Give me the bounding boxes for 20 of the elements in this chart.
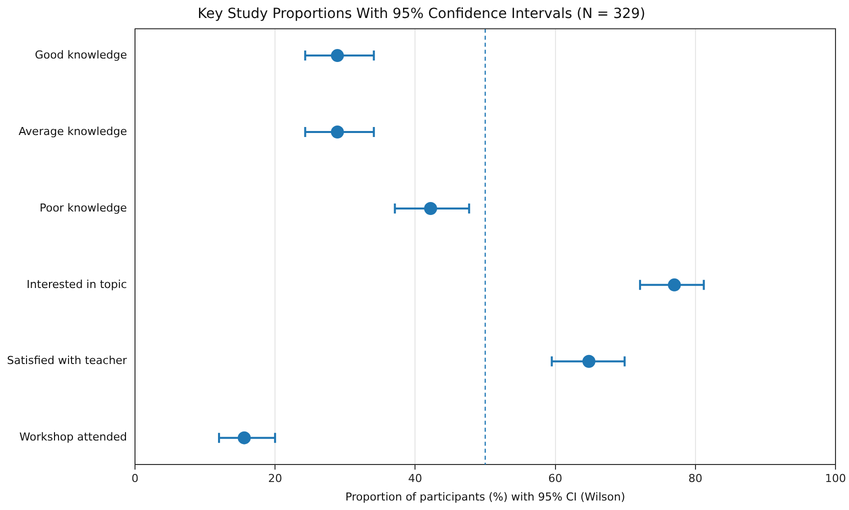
y-tick-label: Interested in topic	[26, 278, 127, 291]
x-axis-title: Proportion of participants (%) with 95% CI (Wilson)	[345, 490, 626, 504]
point	[668, 278, 681, 292]
x-tick-label: 100	[825, 472, 846, 486]
x-tick-label: 40	[408, 472, 422, 486]
y-tick-label: Satisfied with teacher	[6, 354, 128, 368]
x-tick-label: 20	[268, 472, 282, 486]
x-tick-label: 80	[688, 472, 702, 486]
point	[330, 126, 344, 139]
point	[424, 202, 438, 215]
chart-title: Key Study Proportions With 95% Confidence Intervals (N = 329)	[198, 6, 646, 22]
y-tick-label: Average knowledge	[18, 124, 128, 138]
point	[238, 431, 251, 444]
y-tick-label: Poor knowledge	[40, 201, 128, 214]
x-tick-label: 0	[131, 472, 138, 486]
point	[582, 354, 596, 368]
y-tick-label: Workshop attended	[19, 430, 127, 444]
y-tick-label: Good knowledge	[34, 48, 128, 62]
point	[330, 49, 344, 62]
x-tick-label: 60	[548, 472, 562, 486]
